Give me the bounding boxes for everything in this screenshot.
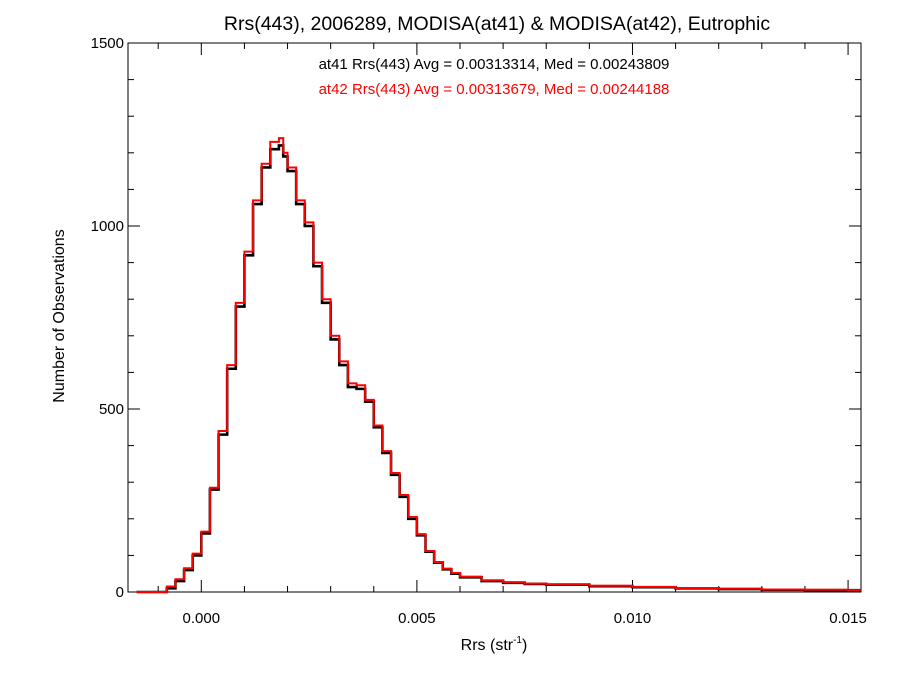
x-tick-label: 0.005 <box>398 610 436 627</box>
series-at42-line <box>136 137 861 593</box>
x-axis-label-sup: -1 <box>513 635 522 646</box>
x-tick-label: 0.015 <box>829 610 867 627</box>
x-tick-label: 0.010 <box>614 610 652 627</box>
y-tick-label: 0 <box>116 584 124 601</box>
annotations: at41 Rrs(443) Avg = 0.00313314, Med = 0.… <box>319 56 670 98</box>
x-tick-label: 0.000 <box>183 610 221 627</box>
axis-ticks <box>128 42 861 593</box>
x-axis-label-main: Rrs (str <box>461 637 514 654</box>
y-tick-label: 500 <box>99 401 124 418</box>
y-tick-label: 1000 <box>91 218 124 235</box>
x-axis-label: Rrs (str-1) <box>461 635 528 654</box>
series-layer <box>136 137 861 594</box>
annotation-line-2: at42 Rrs(443) Avg = 0.00313679, Med = 0.… <box>319 81 670 98</box>
axis-tick-labels: 0.000 0.005 0.010 0.015 0 500 1000 1500 <box>91 35 867 627</box>
y-axis-label: Number of Observations <box>51 229 68 402</box>
x-axis-label-tail: ) <box>522 637 527 654</box>
plot-frame <box>127 42 862 593</box>
annotation-line-1: at41 Rrs(443) Avg = 0.00313314, Med = 0.… <box>319 56 670 73</box>
series-at41-line <box>136 144 861 594</box>
y-tick-label: 1500 <box>91 35 124 52</box>
chart-title: Rrs(443), 2006289, MODISA(at41) & MODISA… <box>224 13 770 35</box>
plot-border <box>127 42 862 593</box>
